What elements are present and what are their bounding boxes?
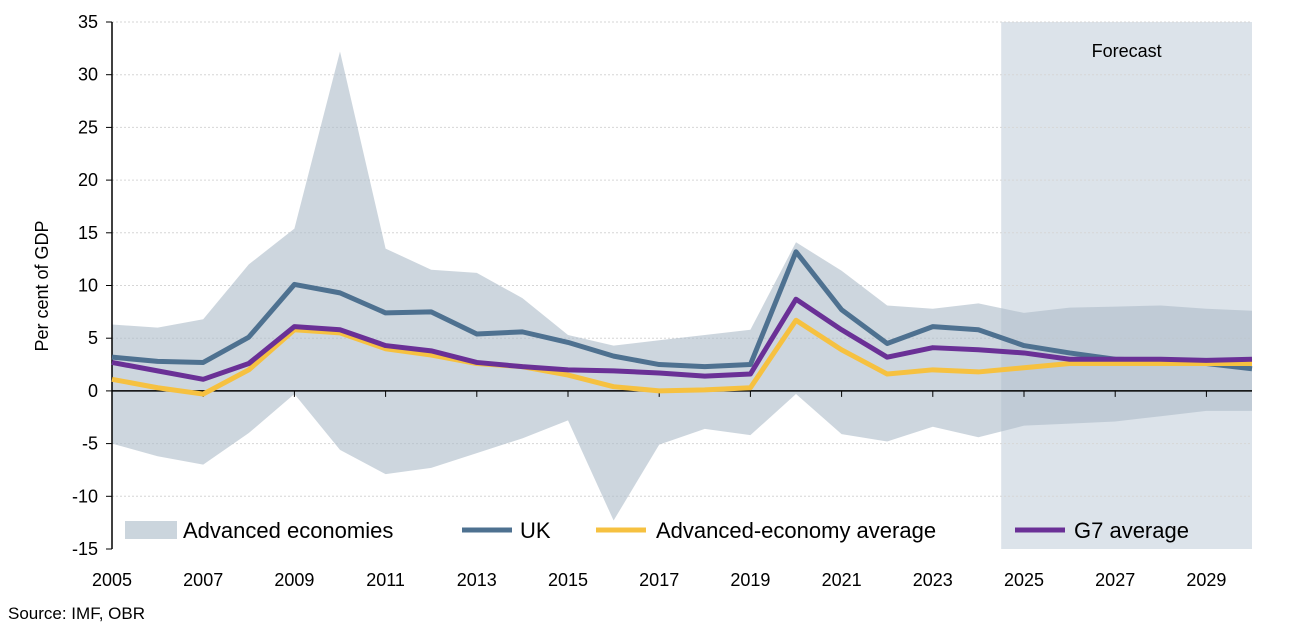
y-tick-label: -15: [72, 539, 98, 559]
y-tick-label: 30: [78, 65, 98, 85]
legend-label: G7 average: [1074, 518, 1189, 543]
x-tick-label: 2013: [457, 570, 497, 590]
forecast-label: Forecast: [1092, 41, 1162, 61]
band-advanced-economies: [112, 51, 1252, 521]
y-tick-label: 25: [78, 117, 98, 137]
y-tick-label: 15: [78, 223, 98, 243]
x-tick-label: 2029: [1186, 570, 1226, 590]
series-line-g7-average: [111, 296, 1253, 382]
y-tick-label: -10: [72, 486, 98, 506]
y-axis-label: Per cent of GDP: [32, 220, 52, 351]
forecast-region: [1001, 22, 1252, 549]
series-line-advanced-economy-average: [111, 317, 1252, 397]
x-tick-label: 2019: [730, 570, 770, 590]
y-tick-label: 5: [88, 328, 98, 348]
y-tick-label: 35: [78, 12, 98, 32]
x-tick-label: 2017: [639, 570, 679, 590]
legend-label: UK: [520, 518, 551, 543]
y-tick-label: 0: [88, 381, 98, 401]
legend-swatch-advanced-economies: [125, 521, 177, 539]
x-tick-label: 2025: [1004, 570, 1044, 590]
series-line-uk: [111, 249, 1253, 372]
x-tick-label: 2027: [1095, 570, 1135, 590]
source-note: Source: IMF, OBR: [8, 604, 145, 623]
x-tick-label: 2011: [366, 570, 405, 590]
x-tick-label: 2023: [913, 570, 953, 590]
y-tick-label: -5: [82, 434, 98, 454]
y-tick-label: 10: [78, 276, 98, 296]
x-tick-label: 2009: [274, 570, 314, 590]
legend-label: Advanced economies: [183, 518, 393, 543]
x-tick-label: 2015: [548, 570, 588, 590]
legend-label: Advanced-economy average: [656, 518, 936, 543]
x-tick-label: 2007: [183, 570, 223, 590]
x-tick-label: 2021: [822, 570, 862, 590]
y-tick-label: 20: [78, 170, 98, 190]
x-tick-label: 2005: [92, 570, 132, 590]
